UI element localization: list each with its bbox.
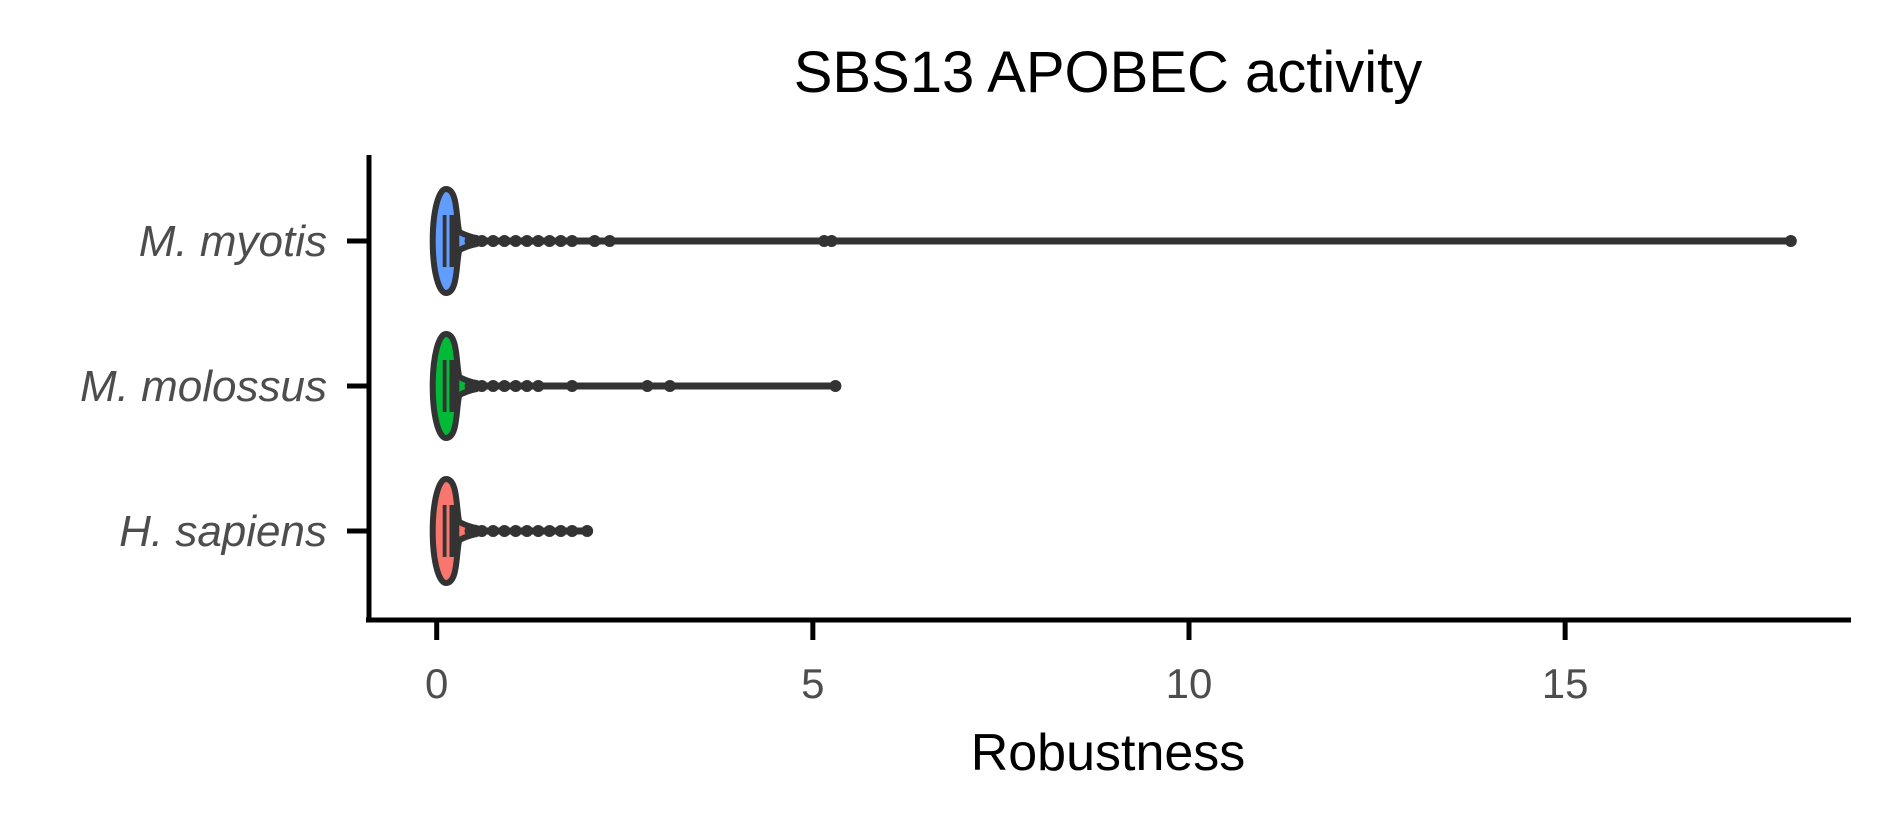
x-axis-ticks: 0 5 10 15 bbox=[425, 620, 1588, 707]
plot-area bbox=[429, 186, 1797, 586]
outlier-point bbox=[509, 380, 522, 392]
outlier-point bbox=[487, 380, 500, 392]
y-tick-label: M. molossus bbox=[80, 362, 327, 411]
y-tick-label: H. sapiens bbox=[119, 507, 327, 556]
outlier-point bbox=[543, 525, 556, 537]
outlier-point bbox=[475, 380, 488, 392]
outlier-point bbox=[532, 525, 545, 537]
outlier-point bbox=[464, 380, 477, 392]
outlier-point bbox=[475, 235, 488, 247]
outlier-point bbox=[520, 525, 533, 537]
outlier-point bbox=[487, 235, 500, 247]
outlier-point bbox=[487, 525, 500, 537]
violin-group bbox=[429, 476, 594, 586]
violin-group bbox=[429, 186, 1797, 296]
outlier-point bbox=[498, 525, 511, 537]
outlier-point bbox=[532, 380, 545, 392]
y-axis-ticks: M. myotis M. molossus H. sapiens bbox=[80, 217, 369, 556]
outlier-point bbox=[566, 525, 579, 537]
outlier-point bbox=[520, 380, 533, 392]
outlier-point bbox=[1784, 235, 1797, 247]
x-tick-label: 0 bbox=[425, 660, 448, 707]
outlier-point bbox=[532, 235, 545, 247]
outlier-point bbox=[566, 235, 579, 247]
outlier-point bbox=[464, 235, 477, 247]
x-tick-label: 5 bbox=[801, 660, 824, 707]
x-tick-label: 10 bbox=[1166, 660, 1213, 707]
outlier-point bbox=[566, 380, 579, 392]
outlier-point bbox=[464, 525, 477, 537]
y-tick-label: M. myotis bbox=[139, 217, 327, 266]
outlier-point bbox=[641, 380, 654, 392]
box-iqr bbox=[442, 360, 460, 412]
outlier-point bbox=[829, 380, 842, 392]
outlier-point bbox=[509, 525, 522, 537]
x-axis-label: Robustness bbox=[971, 724, 1246, 782]
outlier-point bbox=[498, 380, 511, 392]
chart-title: SBS13 APOBEC activity bbox=[794, 40, 1423, 105]
outlier-point bbox=[825, 235, 838, 247]
outlier-point bbox=[663, 380, 676, 392]
outlier-point bbox=[603, 235, 616, 247]
outlier-point bbox=[543, 235, 556, 247]
outlier-point bbox=[475, 525, 488, 537]
outlier-point bbox=[498, 235, 511, 247]
x-tick-label: 15 bbox=[1542, 660, 1589, 707]
box-iqr bbox=[442, 505, 460, 557]
outlier-point bbox=[509, 235, 522, 247]
box-iqr bbox=[442, 215, 460, 267]
outlier-point bbox=[554, 235, 567, 247]
outlier-point bbox=[588, 235, 601, 247]
violin-group bbox=[429, 331, 842, 441]
outlier-point bbox=[581, 525, 594, 537]
outlier-point bbox=[554, 525, 567, 537]
outlier-point bbox=[520, 235, 533, 247]
